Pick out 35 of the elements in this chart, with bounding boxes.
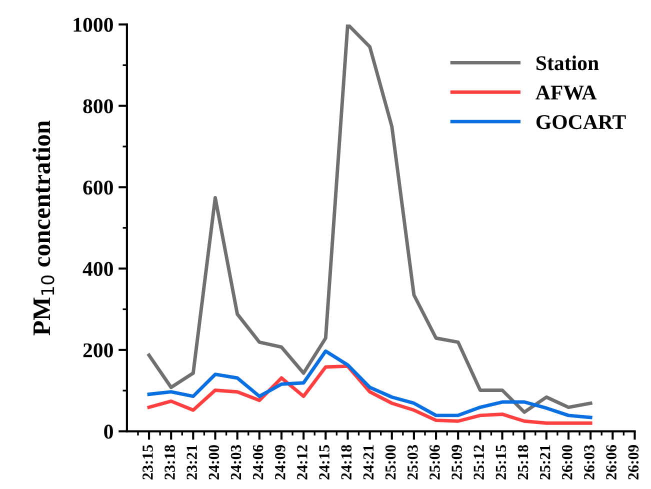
x-tick-label: 24:12 — [297, 445, 308, 480]
x-tick-label: 24:03 — [230, 445, 242, 480]
x-tick-label: 25:21 — [540, 445, 550, 480]
x-tick-label: 26:00 — [562, 445, 572, 480]
x-tick-label: 25:03 — [407, 445, 418, 480]
x-tick-label: 23:21 — [186, 445, 198, 480]
x-tick-label: 24:00 — [208, 445, 220, 480]
x-tick-label: 23:15 — [142, 445, 153, 480]
y-tick-label: 200 — [83, 343, 113, 358]
x-tick-label: 26:06 — [606, 444, 617, 480]
legend-label: GOCART — [536, 115, 626, 130]
y-tick-label: 400 — [82, 262, 113, 276]
x-tick-label: 24:18 — [341, 445, 352, 480]
y-tick-label: 600 — [83, 180, 113, 195]
x-tick-label: 23:18 — [164, 445, 175, 480]
y-axis-title: PM$_{10}$ concentration — [32, 120, 54, 336]
x-tick-label: 25:00 — [385, 445, 396, 480]
x-tick-label: 24:21 — [363, 445, 374, 480]
x-tick-label: 25:09 — [452, 445, 462, 480]
x-tick-label: 25:06 — [430, 444, 440, 480]
y-tick-label: 0 — [104, 424, 113, 439]
legend-label: AFWA — [536, 86, 597, 100]
x-tick-label: 26:03 — [584, 445, 594, 480]
x-tick-label: 24:06 — [252, 444, 264, 480]
y-tick-label: 800 — [83, 99, 113, 114]
line-series — [147, 364, 592, 425]
x-tick-label: 26:09 — [628, 445, 639, 480]
x-tick-label: 24:09 — [275, 445, 286, 480]
x-tick-label: 25:18 — [518, 445, 528, 480]
y-tick-label: 1000 — [74, 18, 113, 32]
line-series — [147, 349, 592, 420]
x-tick-label: 24:15 — [319, 445, 330, 480]
legend-label: Station — [536, 56, 599, 70]
x-tick-label: 25:12 — [474, 445, 484, 480]
x-tick-label: 25:15 — [496, 445, 506, 480]
